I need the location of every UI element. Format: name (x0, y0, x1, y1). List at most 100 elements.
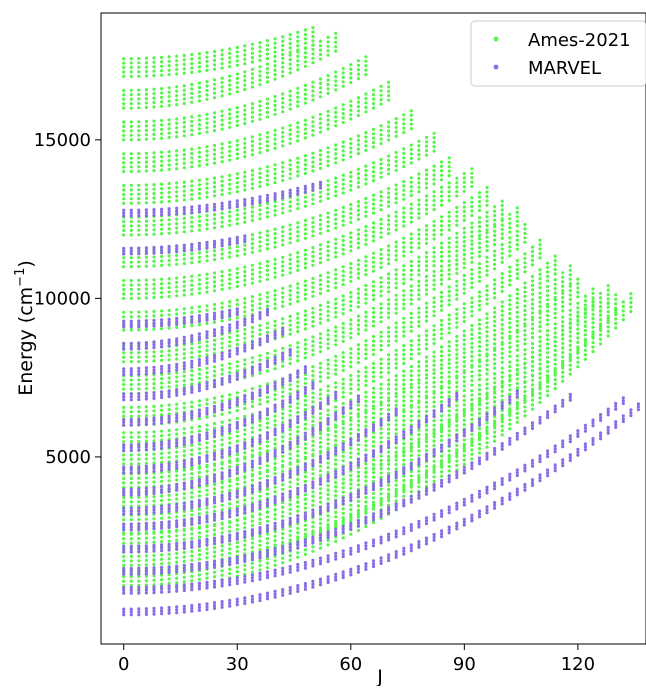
data-point (235, 518, 239, 522)
data-point (243, 44, 247, 48)
data-point (228, 525, 232, 529)
data-point (258, 208, 262, 212)
data-point (212, 54, 217, 58)
data-point (371, 289, 376, 293)
data-point (190, 351, 194, 355)
data-point (190, 91, 194, 95)
data-point (318, 303, 323, 307)
data-point (599, 318, 603, 322)
data-point (583, 337, 588, 341)
data-point (394, 339, 398, 343)
data-point (137, 74, 141, 78)
data-point (303, 288, 307, 292)
data-point (538, 340, 542, 344)
data-point (303, 502, 307, 506)
data-point (205, 556, 209, 560)
data-point (160, 434, 164, 438)
data-point (402, 241, 406, 245)
data-point (515, 238, 519, 242)
data-point (379, 427, 383, 431)
data-point (228, 488, 232, 492)
data-point (129, 124, 133, 129)
data-point (538, 268, 542, 272)
data-point (387, 232, 391, 236)
data-point (318, 247, 323, 251)
data-point (265, 444, 270, 448)
data-point (160, 286, 164, 290)
data-point (228, 116, 232, 121)
data-point (334, 363, 338, 367)
data-point (197, 81, 201, 85)
data-point (265, 52, 270, 56)
data-point (235, 316, 239, 320)
data-point (349, 113, 353, 117)
data-point (190, 179, 194, 183)
data-point (160, 187, 164, 191)
data-point (530, 383, 535, 387)
data-point (530, 249, 535, 254)
data-point (440, 380, 444, 384)
data-point (493, 390, 497, 394)
data-point (190, 53, 194, 57)
data-point (477, 237, 482, 241)
data-point (341, 112, 345, 116)
data-point (402, 184, 406, 188)
data-point (122, 328, 126, 332)
data-point (379, 320, 383, 324)
data-point (387, 387, 391, 391)
data-point (212, 289, 217, 293)
data-point (447, 241, 451, 245)
data-point (190, 119, 194, 123)
data-point (258, 231, 262, 235)
data-point (326, 253, 330, 257)
data-point (205, 534, 209, 538)
data-point (546, 365, 550, 369)
data-point (303, 327, 307, 331)
data-point (349, 104, 353, 108)
data-point (356, 213, 360, 217)
data-point (243, 314, 247, 318)
data-point (281, 273, 285, 277)
data-point (273, 77, 277, 81)
data-point (546, 374, 550, 378)
data-point (530, 283, 535, 287)
data-point (190, 220, 194, 224)
data-point (205, 84, 209, 88)
data-point (379, 471, 383, 475)
data-point (523, 313, 527, 317)
data-point (561, 320, 565, 324)
data-point (409, 207, 413, 211)
data-point (144, 156, 148, 160)
data-point (379, 261, 383, 265)
data-point (273, 68, 277, 72)
data-point (326, 49, 330, 53)
data-point (485, 248, 489, 253)
data-point (144, 169, 148, 173)
data-point (137, 228, 141, 232)
data-point (341, 507, 345, 511)
data-point (462, 364, 466, 368)
data-point (296, 299, 300, 303)
data-point (356, 347, 360, 351)
data-point (477, 435, 482, 439)
data-point (258, 275, 262, 279)
data-point (235, 254, 239, 258)
data-point (561, 346, 565, 350)
data-point (122, 531, 126, 535)
data-point (409, 189, 413, 193)
data-point (356, 332, 360, 336)
data-point (122, 279, 126, 283)
data-point (167, 498, 171, 502)
data-point (470, 359, 474, 363)
data-point (182, 427, 186, 431)
data-point (205, 510, 209, 515)
data-point (500, 203, 504, 208)
data-point (334, 519, 338, 523)
data-point (371, 348, 376, 352)
data-point (447, 313, 451, 317)
data-point (379, 194, 383, 198)
data-point (371, 297, 376, 302)
data-point (303, 154, 307, 158)
data-point (258, 423, 262, 428)
data-point (485, 372, 489, 376)
